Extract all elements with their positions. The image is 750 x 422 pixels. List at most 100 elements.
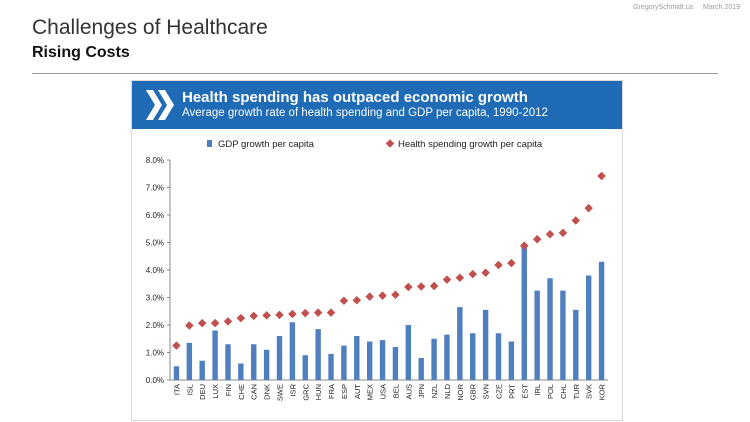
x-tick-label: GRC (301, 383, 310, 400)
gdp-bar (470, 333, 476, 380)
chart-title: Health spending has outpaced economic gr… (182, 89, 528, 106)
gdp-bar (263, 349, 270, 380)
x-tick-label: ITA (172, 384, 181, 395)
y-tick-label: 7.0% (146, 184, 164, 193)
x-tick-label: SVK (585, 384, 594, 399)
health-marker (545, 230, 555, 239)
x-tick-label: ISR (288, 383, 297, 396)
legend-marker-swatch (385, 139, 395, 148)
gdp-bar (431, 338, 437, 380)
y-tick-label: 3.0% (146, 294, 164, 303)
legend-health-label: Health spending growth per capita (398, 139, 543, 150)
x-tick-label: NOR (456, 383, 465, 400)
x-tick-label: AUT (353, 384, 362, 399)
x-tick-label: TUR (572, 383, 581, 399)
gdp-bar (405, 325, 412, 380)
health-marker (597, 171, 606, 181)
gdp-bar (444, 334, 450, 380)
x-tick-label: DEU (198, 384, 207, 400)
x-tick-label: NLD (443, 383, 452, 399)
x-tick-label: SWE (276, 384, 285, 401)
health-marker (532, 234, 542, 244)
x-tick-label: CZE (495, 384, 504, 399)
x-tick-label: ISL (185, 384, 194, 395)
x-tick-label: NZL (430, 384, 439, 398)
health-marker (185, 321, 194, 330)
chart-figure: Health spending has outpaced economic gr… (131, 80, 623, 421)
x-tick-label: DNK (263, 384, 272, 400)
health-marker (365, 292, 374, 301)
gdp-bar (238, 363, 244, 380)
chart-banner: Health spending has outpaced economic gr… (132, 81, 622, 129)
gdp-bar (585, 275, 592, 380)
gdp-bar (302, 355, 308, 380)
y-tick-label: 5.0% (146, 239, 164, 248)
legend-gdp-label: GDP growth per capita (218, 139, 315, 150)
gdp-bar (521, 243, 527, 380)
gdp-bar (354, 336, 360, 380)
gdp-bar (212, 330, 218, 380)
x-tick-label: USA (379, 384, 388, 399)
health-marker (416, 282, 426, 291)
health-marker (391, 290, 400, 299)
x-tick-label: CAN (250, 384, 259, 400)
health-marker (520, 241, 529, 251)
health-marker (468, 269, 477, 279)
gdp-bar (547, 278, 553, 380)
health-marker (584, 203, 593, 213)
gdp-bar (379, 340, 386, 380)
gdp-bar (315, 329, 321, 380)
health-marker (571, 216, 581, 225)
slide-meta: GregorySchmidt.ca March 2019 (625, 4, 740, 11)
y-tick-label: 1.0% (146, 349, 164, 358)
chart-subtitle: Average growth rate of health spending a… (182, 107, 548, 119)
gdp-bar (573, 309, 579, 380)
x-tick-label: IRL (533, 384, 542, 396)
health-marker (210, 318, 220, 328)
health-marker (326, 308, 336, 317)
gdp-bar (341, 345, 347, 380)
gdp-bar (186, 342, 193, 380)
gdp-bar (225, 344, 231, 380)
x-tick-label: KOR (598, 383, 607, 400)
health-marker (313, 308, 323, 317)
slide-subtitle: Rising Costs (32, 44, 130, 61)
x-tick-label: MEX (366, 384, 375, 400)
y-tick-label: 8.0% (146, 156, 164, 165)
x-tick-label: SVN (482, 384, 491, 399)
y-tick-label: 4.0% (146, 266, 164, 275)
health-marker (455, 273, 465, 282)
health-marker (558, 228, 568, 238)
gdp-bar (495, 333, 502, 380)
health-marker (262, 311, 271, 320)
health-marker (236, 313, 246, 323)
health-marker (481, 268, 490, 277)
x-tick-label: FIN (224, 384, 233, 396)
gdp-bar (598, 261, 605, 380)
x-tick-label: ESP (340, 384, 349, 399)
x-tick-label: FRA (327, 384, 336, 399)
gdp-bar (457, 307, 463, 380)
x-tick-label: LUX (211, 384, 220, 399)
health-marker (442, 275, 452, 284)
site-name: GregorySchmidt.ca (633, 4, 694, 11)
slide-date: March 2019 (703, 4, 740, 11)
gdp-bar (482, 309, 489, 380)
health-marker (249, 311, 258, 321)
health-marker (301, 308, 310, 318)
health-marker (339, 296, 349, 306)
x-tick-label: GBR (469, 383, 478, 400)
health-marker (172, 341, 181, 350)
legend-bar-swatch (207, 140, 212, 147)
y-tick-label: 6.0% (146, 211, 164, 220)
x-tick-label: JPN (417, 384, 426, 398)
health-marker (404, 282, 413, 292)
gdp-bar (560, 290, 566, 380)
gdp-bar (366, 341, 373, 380)
gdp-bar (276, 336, 283, 380)
slide-title: Challenges of Healthcare (32, 16, 268, 39)
x-tick-label: CHE (237, 384, 246, 400)
title-divider (32, 73, 718, 74)
gdp-bar (289, 322, 296, 380)
x-tick-label: BEL (391, 384, 400, 398)
